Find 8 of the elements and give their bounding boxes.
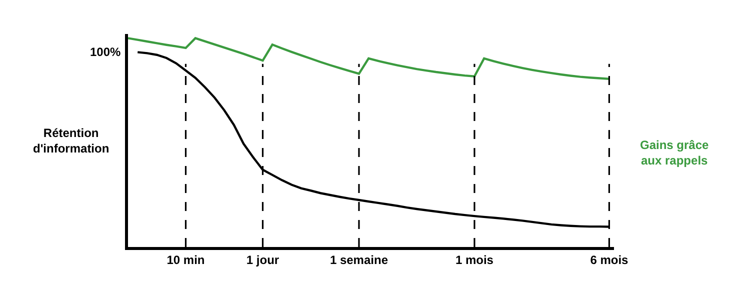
x-tick-label: 1 jour	[246, 253, 280, 268]
x-tick-label: 1 mois	[455, 253, 494, 268]
text: Gains grâce aux rappels	[640, 138, 710, 168]
x-tick-label: 6 mois	[590, 253, 629, 268]
x-tick-label: 10 min	[166, 253, 205, 268]
x-tick-label: 1 semaine	[330, 253, 388, 268]
text: 100%	[90, 45, 122, 59]
y-axis-title: Rétention d'information	[33, 126, 110, 156]
